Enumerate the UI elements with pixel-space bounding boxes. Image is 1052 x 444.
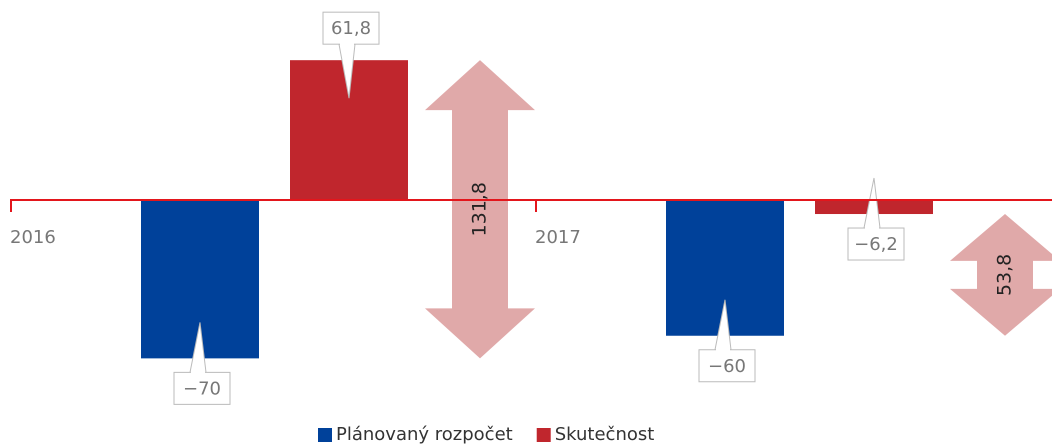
value-callout: −60 [698, 299, 756, 383]
legend-swatch [536, 428, 551, 442]
x-tick-label: 2017 [535, 227, 581, 248]
value-callout: −6,2 [847, 177, 905, 261]
data-label: −60 [708, 356, 746, 377]
difference-label: 131,8 [469, 182, 491, 236]
x-tick-label: 2016 [10, 227, 56, 248]
legend-label: Plánovaný rozpočet [336, 424, 513, 444]
difference-label: 53,8 [994, 254, 1016, 296]
value-callout: 61,8 [322, 11, 380, 99]
legend-swatch [318, 428, 332, 442]
callout-box [173, 371, 231, 405]
difference-arrow [425, 60, 535, 359]
data-label: −6,2 [854, 234, 898, 255]
data-label: −70 [183, 378, 221, 399]
legend-label: Skutečnost [555, 424, 655, 444]
difference-arrow [950, 214, 1052, 336]
value-callout: −70 [173, 322, 231, 405]
callout-box [847, 227, 905, 261]
data-label: 61,8 [331, 18, 371, 39]
callout-box [322, 11, 380, 45]
